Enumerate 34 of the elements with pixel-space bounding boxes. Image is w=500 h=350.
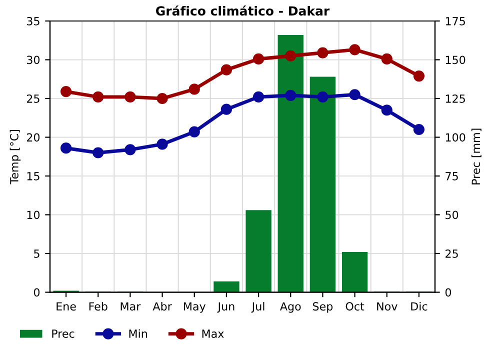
legend-label: Prec (52, 330, 74, 338)
x-tick-label: Ene (56, 302, 76, 311)
y2-tick-label: 100 (446, 133, 466, 142)
y-tick-label: 30 (26, 56, 40, 64)
x-tick-label: Dic (411, 302, 428, 311)
y2-tick-label: 75 (446, 172, 458, 180)
y-axis-title: Temp [°C] (10, 130, 21, 184)
x-tick-label: Jul (251, 302, 264, 313)
y-tick-label: 20 (26, 133, 40, 142)
y-tick-label: 35 (26, 16, 40, 26)
x-tick-label: Ago (280, 302, 301, 313)
y2-tick-label: 50 (446, 210, 458, 220)
x-tick-label: Jun (217, 302, 234, 313)
y2-axis-title: Prec [mm] (471, 128, 482, 184)
y2-tick-label: 125 (446, 94, 465, 103)
y-tick-label: 5 (34, 250, 40, 258)
x-tick-label: Nov (377, 302, 398, 311)
x-tick-label: Oct (346, 302, 364, 311)
y-tick-label: 0 (34, 288, 40, 297)
legend-label: Max (202, 330, 224, 338)
x-tick-label: May (184, 302, 206, 313)
y2-tick-label: 175 (446, 17, 465, 26)
y2-tick-label: 25 (446, 249, 458, 258)
y-tick-label: 10 (27, 210, 40, 220)
y-tick-label: 15 (27, 172, 40, 180)
x-tick-label: Abr (152, 302, 172, 311)
x-tick-label: Feb (89, 302, 108, 311)
y2-tick-label: 150 (446, 56, 466, 64)
legend-label: Min (129, 329, 147, 338)
x-tick-label: Sep (312, 302, 333, 313)
y2-tick-label: 0 (445, 288, 452, 297)
chart-title: Gráfico climático - Dakar (156, 5, 330, 16)
x-tick-label: Mar (120, 302, 141, 311)
y-tick-label: 25 (26, 94, 40, 103)
